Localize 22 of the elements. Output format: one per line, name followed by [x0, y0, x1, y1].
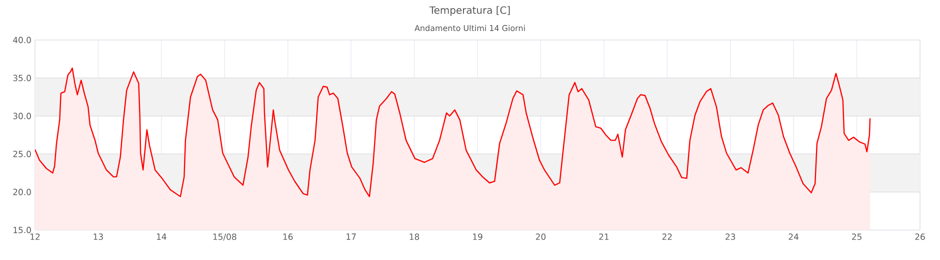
x-tick-label: 20 — [536, 234, 546, 240]
x-tick-label: 19 — [473, 234, 482, 240]
x-tick-label: 24 — [788, 234, 798, 240]
y-tick-label: 40.0 — [13, 36, 31, 44]
x-tick-label: 16 — [283, 234, 293, 240]
x-tick-label: 15/08 — [213, 234, 236, 241]
x-tick-label: 21 — [599, 234, 609, 240]
x-tick-label: 26 — [915, 234, 925, 240]
x-tick-label: 14 — [156, 234, 166, 240]
x-tick-label: 22 — [662, 234, 672, 240]
chart-title: Temperatura [C] — [429, 6, 510, 16]
x-tick-label: 23 — [726, 234, 736, 240]
x-tick-label: 25 — [852, 234, 862, 240]
y-tick-label: 30.0 — [13, 112, 31, 120]
y-tick-label: 20.0 — [13, 188, 31, 196]
y-tick-label: 15.0 — [14, 226, 31, 234]
x-tick-label: 18 — [410, 234, 420, 240]
x-tick-label: 17 — [346, 234, 356, 240]
y-tick-label: 35.0 — [13, 74, 31, 82]
y-tick-label: 25.0 — [13, 150, 31, 158]
x-tick-label: 12 — [30, 234, 40, 240]
x-tick-label: 13 — [94, 234, 103, 240]
